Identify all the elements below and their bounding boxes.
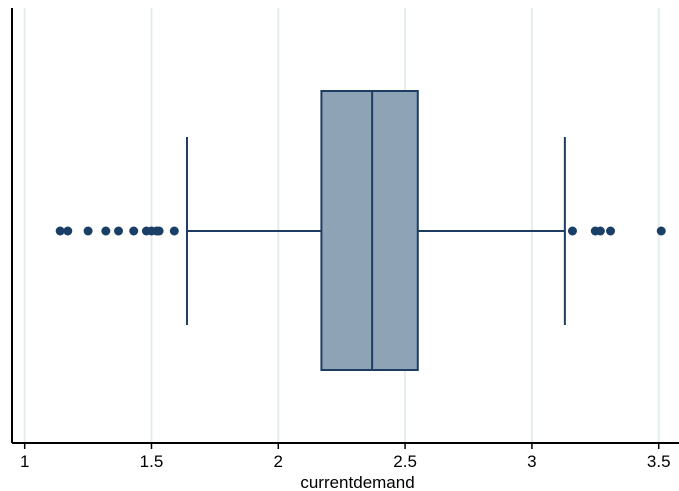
x-tick-label-0: 1 [20,452,29,471]
plot-frame [11,8,679,444]
outlier-point-15 [656,226,666,236]
interquartile-box [320,90,419,371]
grid-lines [23,8,660,443]
outlier-point-4 [114,226,124,236]
outlier-point-13 [595,226,605,236]
x-tick-label-5: 3.5 [647,452,671,471]
x-axis: 1 1.5 2 2.5 3 3.5 [20,443,671,471]
outlier-point-11 [567,226,577,236]
outlier-point-3 [101,226,111,236]
outlier-point-10 [169,226,179,236]
outlier-point-9 [154,226,164,236]
box-plot-body [185,90,566,371]
x-tick-label-3: 2.5 [393,452,417,471]
x-axis-title: currentdemand [300,473,414,491]
x-tick-label-2: 2 [274,452,283,471]
outlier-points [55,226,666,236]
outlier-point-0 [55,226,65,236]
outlier-point-2 [83,226,93,236]
outlier-point-1 [63,226,73,236]
outlier-point-14 [606,226,616,236]
x-tick-label-4: 3 [527,452,536,471]
outlier-point-5 [129,226,139,236]
x-tick-label-1: 1.5 [140,452,164,471]
